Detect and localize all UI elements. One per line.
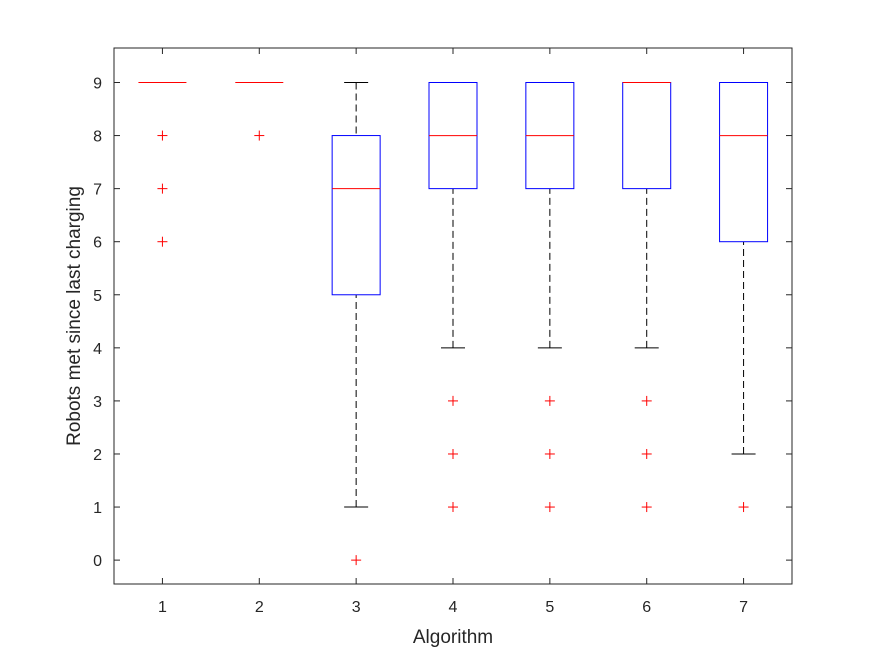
- outlier-marker: [641, 502, 652, 513]
- outlier-marker: [351, 555, 362, 566]
- outlier-marker: [157, 183, 168, 194]
- iqr-box: [719, 81, 769, 243]
- x-axis-ticks: 1 2 3 4 5 6 7: [158, 48, 748, 616]
- box-5: [525, 81, 575, 513]
- box-4: [428, 81, 478, 513]
- x-tick-label: 3: [352, 599, 361, 616]
- outlier-marker: [157, 236, 168, 247]
- y-tick-label: 2: [93, 447, 102, 464]
- y-tick-label: 8: [93, 129, 102, 146]
- x-tick-label: 2: [255, 599, 264, 616]
- y-tick-label: 1: [93, 500, 102, 517]
- x-tick-label: 6: [642, 599, 651, 616]
- y-axis-label: Robots met since last charging: [64, 186, 85, 446]
- box-7: [719, 81, 769, 513]
- plot-area: [113, 47, 793, 585]
- outlier-marker: [448, 502, 458, 513]
- outlier-marker: [544, 448, 555, 459]
- y-tick-label: 0: [93, 553, 102, 570]
- y-tick-label: 5: [93, 288, 102, 305]
- outlier-marker: [254, 130, 265, 141]
- y-tick-label: 9: [93, 75, 102, 92]
- box-series: [138, 81, 769, 566]
- outlier-marker: [738, 502, 749, 513]
- outlier-marker: [641, 448, 652, 459]
- box-3: [331, 81, 381, 566]
- box-6: [622, 81, 672, 513]
- iqr-box: [331, 135, 381, 296]
- y-axis-ticks: 0 1 2 3 4 5 6 7 8 9: [93, 75, 792, 570]
- x-tick-label: 5: [545, 599, 554, 616]
- outlier-marker: [448, 448, 458, 459]
- outlier-marker: [641, 395, 652, 406]
- x-tick-label: 1: [158, 599, 167, 616]
- y-tick-label: 6: [93, 235, 102, 252]
- box-2: [235, 81, 284, 141]
- outlier-marker: [448, 395, 458, 406]
- x-tick-label: 7: [739, 599, 748, 616]
- y-tick-label: 4: [93, 341, 102, 358]
- outlier-marker: [544, 502, 555, 513]
- x-tick-label: 4: [449, 599, 458, 616]
- box-1: [138, 81, 187, 247]
- y-tick-label: 3: [93, 394, 102, 411]
- y-tick-label: 7: [93, 182, 102, 199]
- outlier-marker: [157, 130, 168, 141]
- outlier-marker: [544, 395, 555, 406]
- x-axis-label: Algorithm: [413, 627, 493, 648]
